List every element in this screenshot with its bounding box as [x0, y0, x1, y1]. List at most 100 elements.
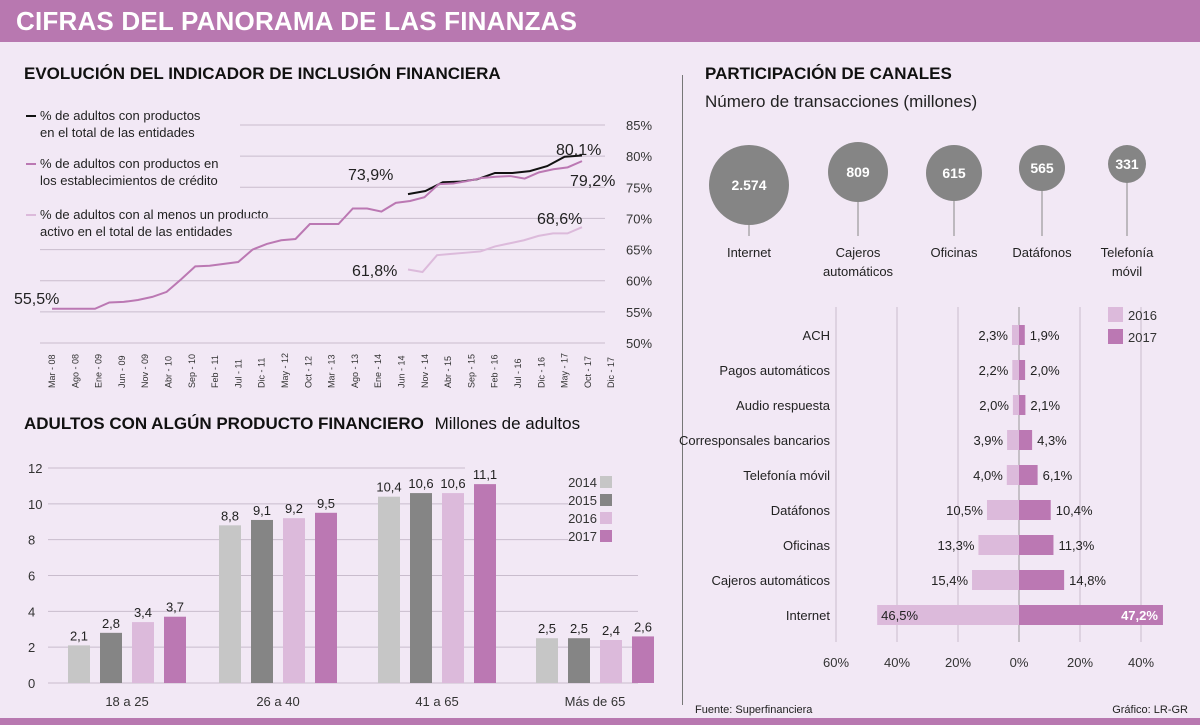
bar-2016	[877, 605, 1019, 625]
data-label-activo-start: 61,8%	[352, 263, 397, 280]
bar-2017	[1019, 395, 1026, 415]
category-label: Oficinas	[783, 538, 830, 553]
bar-value-label: 2,5	[570, 621, 588, 636]
x-tick-label: Sep - 15	[466, 354, 476, 388]
bubble-label: automáticos	[823, 264, 894, 279]
x-tick-label: Jun - 14	[397, 355, 407, 388]
legend-item-credito: % de adultos con productos en los establ…	[26, 155, 219, 189]
x-tick-label: Dic - 16	[536, 357, 546, 388]
bar-value-label: 3,7	[166, 600, 184, 615]
bar-2016	[978, 535, 1019, 555]
series-line-1	[52, 160, 583, 310]
x-tick-label: 20%	[1067, 655, 1093, 670]
footer-bar	[0, 718, 1200, 725]
bar-value-label: 9,1	[253, 503, 271, 518]
bar-2017	[315, 512, 337, 683]
bar-value-label-2017: 14,8%	[1069, 573, 1106, 588]
bubble-label: Cajeros	[836, 245, 881, 260]
y-tick-label: 10	[28, 497, 42, 512]
legend-swatch-2016	[600, 512, 612, 524]
legend-swatch-2017	[600, 530, 612, 542]
x-tick-label: May - 12	[280, 353, 290, 388]
category-label: Cajeros automáticos	[712, 573, 831, 588]
y-tick-label: 0	[28, 676, 35, 691]
data-label-total-end: 80,1%	[556, 142, 601, 159]
bar-2014	[536, 638, 558, 683]
category-label: Telefonía móvil	[743, 468, 830, 483]
bar-value-label-2016: 3,9%	[973, 433, 1003, 448]
bar-2016	[442, 493, 464, 683]
x-tick-label: Mar - 13	[327, 354, 337, 388]
x-tick-label: 0%	[1010, 655, 1029, 670]
x-tick-label: Oct - 12	[303, 356, 313, 388]
legend-swatch-2014	[600, 476, 612, 488]
bar-2016	[972, 570, 1019, 590]
category-label: Datáfonos	[771, 503, 831, 518]
bar-value-label-2017: 2,1%	[1030, 398, 1060, 413]
bar-2014	[219, 525, 241, 683]
bar-value-label: 8,8	[221, 508, 239, 523]
bubble-0	[709, 145, 789, 225]
bar-2017	[632, 636, 654, 683]
legend-swatch-2015	[600, 494, 612, 506]
x-tick-label: Ago - 13	[350, 354, 360, 388]
bar-2017	[164, 616, 186, 683]
x-tick-label: Jul - 11	[233, 359, 243, 388]
x-tick-label: May - 17	[560, 353, 570, 388]
category-label: Corresponsales bancarios	[679, 433, 831, 448]
legend-swatch-activo	[26, 214, 36, 216]
x-tick-label: Jul - 16	[513, 358, 523, 388]
x-tick-label: Sep - 10	[187, 354, 197, 388]
bar-value-label-2017: 47,2%	[1121, 608, 1158, 623]
bar-value-label: 2,5	[538, 621, 556, 636]
legend-label-2014: 2014	[568, 475, 597, 490]
legend-label-2016: 2016	[1128, 308, 1157, 323]
x-tick-label: Feb - 16	[490, 354, 500, 388]
bar-value-label-2016: 2,2%	[979, 363, 1009, 378]
bar-2016	[986, 500, 1019, 520]
bar-value-label: 2,8	[102, 616, 120, 631]
bar-2016	[1012, 395, 1019, 415]
y-tick-label: 60%	[626, 274, 652, 289]
bar-value-label: 9,5	[317, 496, 335, 511]
bar-value-label: 10,4	[376, 480, 401, 495]
y-tick-label: 70%	[626, 211, 652, 226]
bubble-label: Telefonía	[1101, 245, 1155, 260]
bar-2017	[1019, 430, 1033, 450]
bubble-label: móvil	[1112, 264, 1142, 279]
bar-2016	[132, 622, 154, 683]
y-tick-label: 50%	[626, 336, 652, 351]
category-label: Pagos automáticos	[719, 363, 830, 378]
bar-value-label-2016: 2,3%	[978, 328, 1008, 343]
bar-2016	[1012, 360, 1019, 380]
bar-value-label: 2,4	[602, 623, 620, 638]
x-tick-label: 60%	[823, 655, 849, 670]
y-tick-label: 65%	[626, 243, 652, 258]
legend-label-2017: 2017	[1128, 330, 1157, 345]
x-tick-label: Ene - 14	[373, 354, 383, 388]
bar-value-label-2017: 4,3%	[1037, 433, 1067, 448]
bar-2015	[410, 493, 432, 683]
y-tick-label: 8	[28, 533, 35, 548]
x-tick-label: 40%	[884, 655, 910, 670]
legend-item-total: % de adultos con productos en el total d…	[26, 107, 200, 141]
bar-value-label: 2,1	[70, 628, 88, 643]
source-note: Fuente: Superfinanciera	[695, 704, 813, 716]
y-tick-label: 2	[28, 640, 35, 655]
series-line-2	[407, 226, 583, 274]
x-tick-label: Ene - 09	[94, 354, 104, 388]
y-tick-label: 4	[28, 604, 35, 619]
bubble-value: 615	[942, 165, 966, 181]
bubble-value: 809	[846, 164, 870, 180]
bar-value-label-2016: 15,4%	[931, 573, 968, 588]
bar-value-label-2016: 2,0%	[979, 398, 1009, 413]
bar-2017	[1019, 570, 1065, 590]
x-category-label: Más de 65	[565, 694, 626, 709]
bubble-4	[1108, 145, 1146, 183]
bar-value-label: 3,4	[134, 605, 152, 620]
adults-chart-title: ADULTOS CON ALGÚN PRODUCTO FINANCIERO Mi…	[24, 414, 581, 433]
bar-value-label: 10,6	[440, 476, 465, 491]
legend-label-2015: 2015	[568, 493, 597, 508]
x-category-label: 26 a 40	[256, 694, 299, 709]
